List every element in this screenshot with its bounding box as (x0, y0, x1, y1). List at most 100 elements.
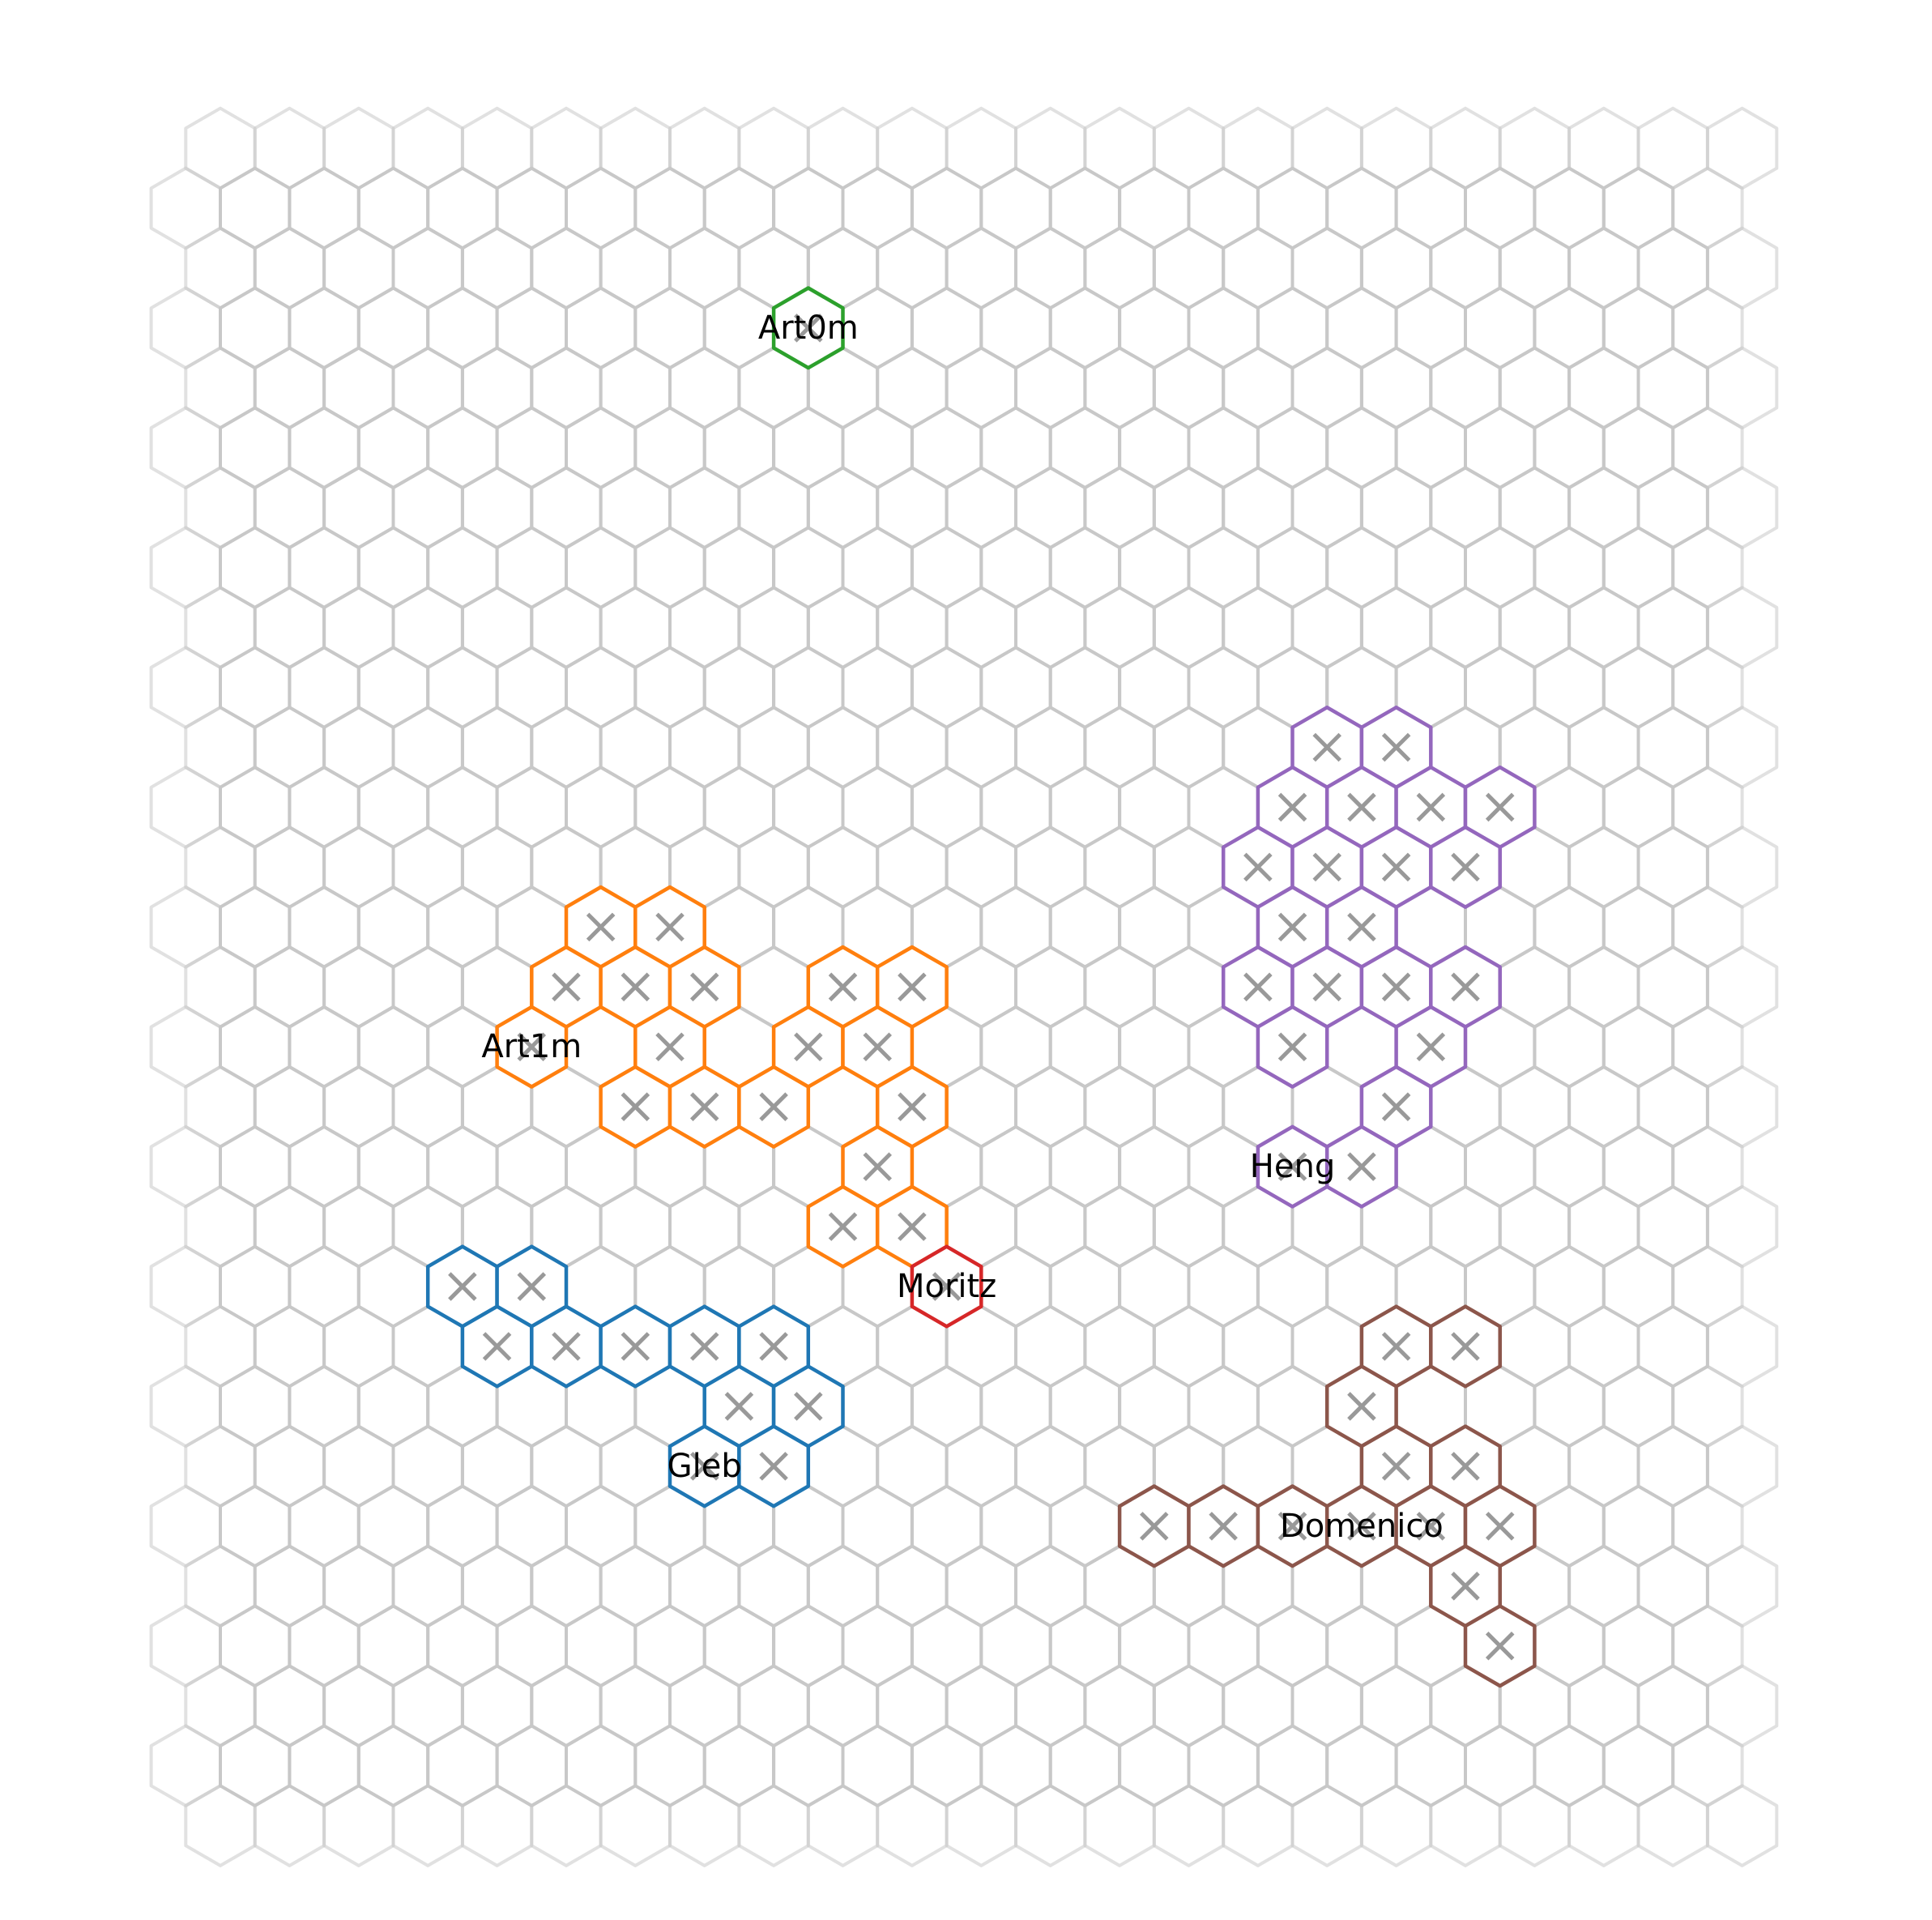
empty-hex-cell[interactable] (806, 106, 880, 190)
empty-hex-cell[interactable] (1636, 106, 1709, 190)
empty-hex-cell[interactable] (1325, 526, 1398, 609)
empty-hex-cell[interactable] (356, 1124, 430, 1209)
empty-hex-cell[interactable] (1325, 406, 1398, 489)
empty-hex-cell[interactable] (1498, 226, 1572, 310)
empty-hex-cell[interactable] (288, 1484, 360, 1568)
empty-hex-cell[interactable] (1118, 1364, 1191, 1449)
empty-hex-cell[interactable] (876, 226, 949, 310)
empty-hex-cell[interactable] (1152, 1065, 1226, 1149)
empty-hex-cell[interactable] (565, 766, 638, 849)
empty-hex-cell[interactable] (1014, 1544, 1087, 1628)
empty-hex-cell[interactable] (184, 466, 257, 549)
empty-hex-cell[interactable] (806, 706, 880, 789)
empty-hex-cell[interactable] (253, 466, 326, 549)
empty-hex-cell[interactable] (253, 1784, 326, 1867)
empty-hex-cell[interactable] (356, 1724, 430, 1807)
empty-hex-cell[interactable] (253, 1424, 326, 1508)
empty-hex-cell[interactable] (1429, 106, 1502, 190)
empty-hex-cell[interactable] (1705, 1424, 1779, 1508)
empty-hex-cell[interactable] (1533, 1244, 1606, 1329)
empty-hex-cell[interactable] (1014, 706, 1087, 789)
empty-hex-cell[interactable] (391, 1544, 464, 1628)
empty-hex-cell[interactable] (253, 945, 326, 1029)
empty-hex-cell[interactable] (1222, 1784, 1294, 1867)
empty-hex-cell[interactable] (945, 1784, 1017, 1867)
empty-hex-cell[interactable] (1498, 466, 1572, 549)
empty-hex-cell[interactable] (1152, 1784, 1226, 1867)
empty-hex-cell[interactable] (910, 166, 983, 250)
empty-hex-cell[interactable] (1048, 1124, 1122, 1209)
empty-hex-cell[interactable] (1533, 885, 1606, 969)
empty-hex-cell[interactable] (149, 1604, 222, 1687)
empty-hex-cell[interactable] (945, 106, 1017, 190)
empty-hex-cell[interactable] (910, 766, 983, 849)
empty-hex-cell[interactable] (149, 166, 222, 250)
empty-hex-cell[interactable] (530, 226, 603, 310)
empty-hex-cell[interactable] (495, 1604, 568, 1687)
empty-hex-cell[interactable] (1014, 106, 1087, 190)
empty-hex-cell[interactable] (876, 106, 949, 190)
empty-hex-cell[interactable] (322, 1784, 395, 1867)
empty-hex-cell[interactable] (1118, 406, 1191, 489)
empty-hex-cell[interactable] (668, 1664, 741, 1747)
empty-hex-cell[interactable] (1359, 466, 1433, 549)
empty-hex-cell[interactable] (876, 826, 949, 909)
empty-hex-cell[interactable] (322, 466, 395, 549)
empty-hex-cell[interactable] (1705, 1065, 1779, 1149)
empty-hex-cell[interactable] (1152, 226, 1226, 310)
empty-hex-cell[interactable] (565, 1484, 638, 1568)
empty-hex-cell[interactable] (1222, 466, 1294, 549)
empty-hex-cell[interactable] (633, 286, 706, 370)
empty-hex-cell[interactable] (633, 1724, 706, 1807)
empty-hex-cell[interactable] (772, 1604, 845, 1687)
empty-hex-cell[interactable] (1533, 1364, 1606, 1449)
empty-hex-cell[interactable] (737, 1544, 810, 1628)
empty-hex-cell[interactable] (945, 826, 1017, 909)
empty-hex-cell[interactable] (391, 945, 464, 1029)
empty-hex-cell[interactable] (1118, 286, 1191, 370)
empty-hex-cell[interactable] (1464, 1124, 1537, 1209)
empty-hex-cell[interactable] (288, 646, 360, 729)
empty-hex-cell[interactable] (1567, 346, 1640, 430)
empty-hex-cell[interactable] (1601, 1484, 1675, 1568)
empty-hex-cell[interactable] (806, 466, 880, 549)
empty-hex-cell[interactable] (1325, 286, 1398, 370)
empty-hex-cell[interactable] (391, 346, 464, 430)
empty-hex-cell[interactable] (945, 1544, 1017, 1628)
empty-hex-cell[interactable] (668, 706, 741, 789)
empty-hex-cell[interactable] (806, 586, 880, 669)
empty-hex-cell[interactable] (1601, 526, 1675, 609)
empty-hex-cell[interactable] (1671, 1005, 1744, 1089)
empty-hex-cell[interactable] (391, 106, 464, 190)
empty-hex-cell[interactable] (1464, 406, 1537, 489)
empty-hex-cell[interactable] (356, 286, 430, 370)
empty-hex-cell[interactable] (1705, 106, 1779, 190)
empty-hex-cell[interactable] (1048, 406, 1122, 489)
empty-hex-cell[interactable] (1636, 346, 1709, 430)
empty-hex-cell[interactable] (460, 1784, 534, 1867)
empty-hex-cell[interactable] (322, 1424, 395, 1508)
empty-hex-cell[interactable] (530, 1784, 603, 1867)
empty-hex-cell[interactable] (1498, 1784, 1572, 1867)
empty-hex-cell[interactable] (1290, 1664, 1363, 1747)
empty-hex-cell[interactable] (426, 166, 499, 250)
empty-hex-cell[interactable] (1533, 406, 1606, 489)
empty-hex-cell[interactable] (1671, 526, 1744, 609)
empty-hex-cell[interactable] (530, 1544, 603, 1628)
empty-hex-cell[interactable] (322, 1065, 395, 1149)
empty-hex-cell[interactable] (322, 945, 395, 1029)
empty-hex-cell[interactable] (876, 1664, 949, 1747)
empty-hex-cell[interactable] (495, 766, 568, 849)
empty-hex-cell[interactable] (288, 406, 360, 489)
empty-hex-cell[interactable] (219, 166, 292, 250)
empty-hex-cell[interactable] (495, 1724, 568, 1807)
empty-hex-cell[interactable] (1083, 226, 1156, 310)
empty-hex-cell[interactable] (288, 1244, 360, 1329)
empty-hex-cell[interactable] (1290, 346, 1363, 430)
empty-hex-cell[interactable] (772, 766, 845, 849)
empty-hex-cell[interactable] (1256, 286, 1329, 370)
empty-hex-cell[interactable] (1083, 1664, 1156, 1747)
empty-hex-cell[interactable] (1083, 945, 1156, 1029)
empty-hex-cell[interactable] (322, 226, 395, 310)
empty-hex-cell[interactable] (426, 885, 499, 969)
